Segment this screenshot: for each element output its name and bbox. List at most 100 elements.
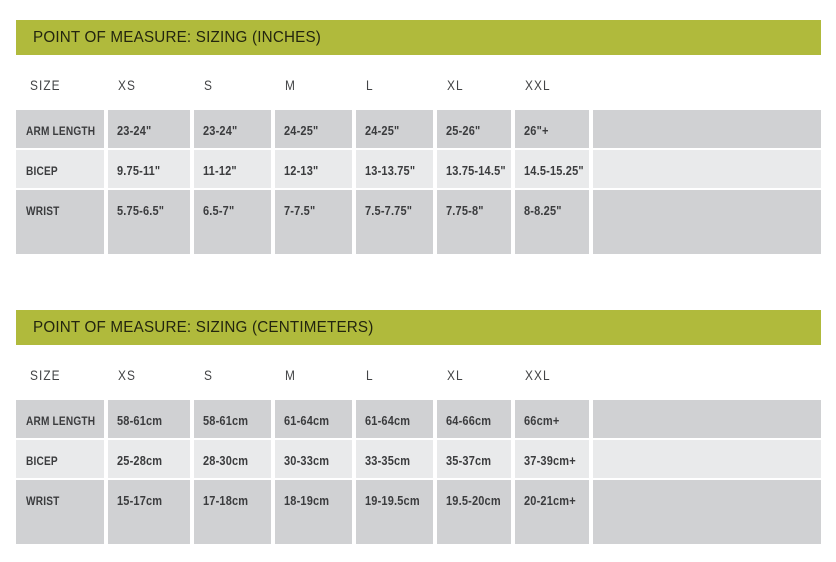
size-value-cell: 13-13.75": [356, 150, 437, 190]
size-value-cell: 61-64cm: [356, 400, 437, 440]
sizing-chart-inches: POINT OF MEASURE: SIZING (INCHES) SIZE XS…: [16, 0, 821, 254]
column-header-s: S: [194, 55, 275, 110]
size-value: 33-35cm: [365, 454, 411, 468]
size-value: 58-61cm: [203, 414, 249, 428]
spacer-cell: [593, 440, 821, 480]
row-label: WRIST: [26, 496, 60, 508]
size-value-cell: 23-24": [108, 110, 194, 150]
column-header-label: XL: [447, 77, 464, 93]
column-header-l: L: [356, 345, 437, 400]
table-row-wrist: WRIST 5.75-6.5" 6.5-7" 7-7.5" 7.5-7.75" 7.75-…: [16, 190, 821, 254]
column-header-row: SIZE XS S M L XL XXL: [16, 55, 821, 110]
size-value-cell: 15-17cm: [108, 480, 194, 544]
column-header-m: M: [275, 345, 356, 400]
size-value: 19.5-20cm: [446, 494, 501, 508]
size-value: 64-66cm: [446, 414, 492, 428]
size-value-cell: 13.75-14.5": [437, 150, 515, 190]
size-value: 8-8.25": [524, 204, 562, 218]
size-value: 13-13.75": [365, 164, 416, 178]
column-header-label: XL: [447, 367, 464, 383]
column-header-xxl: XXL: [515, 345, 593, 400]
size-value-cell: 14.5-15.25": [515, 150, 593, 190]
size-value-cell: 19.5-20cm: [437, 480, 515, 544]
row-label-cell: ARM LENGTH: [16, 400, 108, 440]
sizing-charts: POINT OF MEASURE: SIZING (INCHES) SIZE XS…: [16, 0, 821, 544]
column-header-spacer: [593, 345, 821, 400]
table-row-bicep: BICEP 25-28cm 28-30cm 30-33cm 33-35cm 35-37cm…: [16, 440, 821, 480]
size-value: 28-30cm: [203, 454, 249, 468]
size-value: 66cm+: [524, 414, 560, 428]
size-value-cell: 58-61cm: [194, 400, 275, 440]
size-value: 6.5-7": [203, 204, 235, 218]
size-value: 17-18cm: [203, 494, 249, 508]
size-value: 7-7.5": [284, 204, 316, 218]
size-value: 15-17cm: [117, 494, 163, 508]
spacer-cell: [593, 190, 821, 254]
size-value: 7.5-7.75": [365, 204, 413, 218]
row-label-cell: ARM LENGTH: [16, 110, 108, 150]
size-value-cell: 30-33cm: [275, 440, 356, 480]
size-value-cell: 20-21cm+: [515, 480, 593, 544]
size-value-cell: 7.75-8": [437, 190, 515, 254]
size-value-cell: 9.75-11": [108, 150, 194, 190]
column-header-row: SIZE XS S M L XL XXL: [16, 345, 821, 400]
size-value-cell: 25-28cm: [108, 440, 194, 480]
sizing-table-inches: SIZE XS S M L XL XXL ARM LENGTH 23-24" 23-24" 24-2…: [16, 55, 821, 254]
size-value-cell: 25-26": [437, 110, 515, 150]
row-label: WRIST: [26, 206, 60, 218]
size-value-cell: 61-64cm: [275, 400, 356, 440]
size-value: 37-39cm+: [524, 454, 576, 468]
spacer-cell: [593, 400, 821, 440]
sizing-table-centimeters: SIZE XS S M L XL XXL ARM LENGTH 58-61cm 58-61cm 61…: [16, 345, 821, 544]
size-value: 7.75-8": [446, 204, 484, 218]
column-header-size: SIZE: [16, 345, 108, 400]
column-header-label: SIZE: [30, 77, 61, 93]
size-value-cell: 28-30cm: [194, 440, 275, 480]
row-label: BICEP: [26, 456, 58, 468]
column-header-label: M: [285, 367, 296, 383]
table-row-wrist: WRIST 15-17cm 17-18cm 18-19cm 19-19.5cm 19.5-…: [16, 480, 821, 544]
size-value-cell: 7.5-7.75": [356, 190, 437, 254]
size-value: 14.5-15.25": [524, 164, 584, 178]
column-header-label: L: [366, 77, 374, 93]
size-value: 18-19cm: [284, 494, 330, 508]
size-value-cell: 26"+: [515, 110, 593, 150]
size-value: 13.75-14.5": [446, 164, 506, 178]
size-value: 24-25": [284, 124, 319, 138]
table-title-bar-inches: POINT OF MEASURE: SIZING (INCHES): [16, 20, 821, 55]
size-value-cell: 58-61cm: [108, 400, 194, 440]
size-value-cell: 12-13": [275, 150, 356, 190]
column-header-label: SIZE: [30, 367, 61, 383]
size-value-cell: 64-66cm: [437, 400, 515, 440]
size-value-cell: 19-19.5cm: [356, 480, 437, 544]
column-header-xs: XS: [108, 55, 194, 110]
size-value: 26"+: [524, 124, 549, 138]
column-header-xxl: XXL: [515, 55, 593, 110]
size-value: 61-64cm: [365, 414, 411, 428]
size-value: 23-24": [203, 124, 238, 138]
size-value: 23-24": [117, 124, 152, 138]
size-value-cell: 5.75-6.5": [108, 190, 194, 254]
size-value-cell: 8-8.25": [515, 190, 593, 254]
size-value-cell: 35-37cm: [437, 440, 515, 480]
size-value: 11-12": [203, 164, 237, 178]
row-label-cell: BICEP: [16, 150, 108, 190]
size-value-cell: 24-25": [356, 110, 437, 150]
size-value: 24-25": [365, 124, 400, 138]
size-value-cell: 7-7.5": [275, 190, 356, 254]
column-header-label: L: [366, 367, 374, 383]
column-header-l: L: [356, 55, 437, 110]
size-value-cell: 17-18cm: [194, 480, 275, 544]
size-value: 12-13": [284, 164, 319, 178]
column-header-xs: XS: [108, 345, 194, 400]
size-value: 19-19.5cm: [365, 494, 420, 508]
size-value-cell: 66cm+: [515, 400, 593, 440]
column-header-label: S: [204, 77, 213, 93]
column-header-label: XXL: [525, 367, 551, 383]
table-title-inches: POINT OF MEASURE: SIZING (INCHES): [33, 28, 322, 46]
size-value-cell: 23-24": [194, 110, 275, 150]
sizing-chart-centimeters: POINT OF MEASURE: SIZING (CENTIMETERS) S…: [16, 310, 821, 544]
row-label-cell: WRIST: [16, 190, 108, 254]
spacer-cell: [593, 150, 821, 190]
column-header-xl: XL: [437, 55, 515, 110]
